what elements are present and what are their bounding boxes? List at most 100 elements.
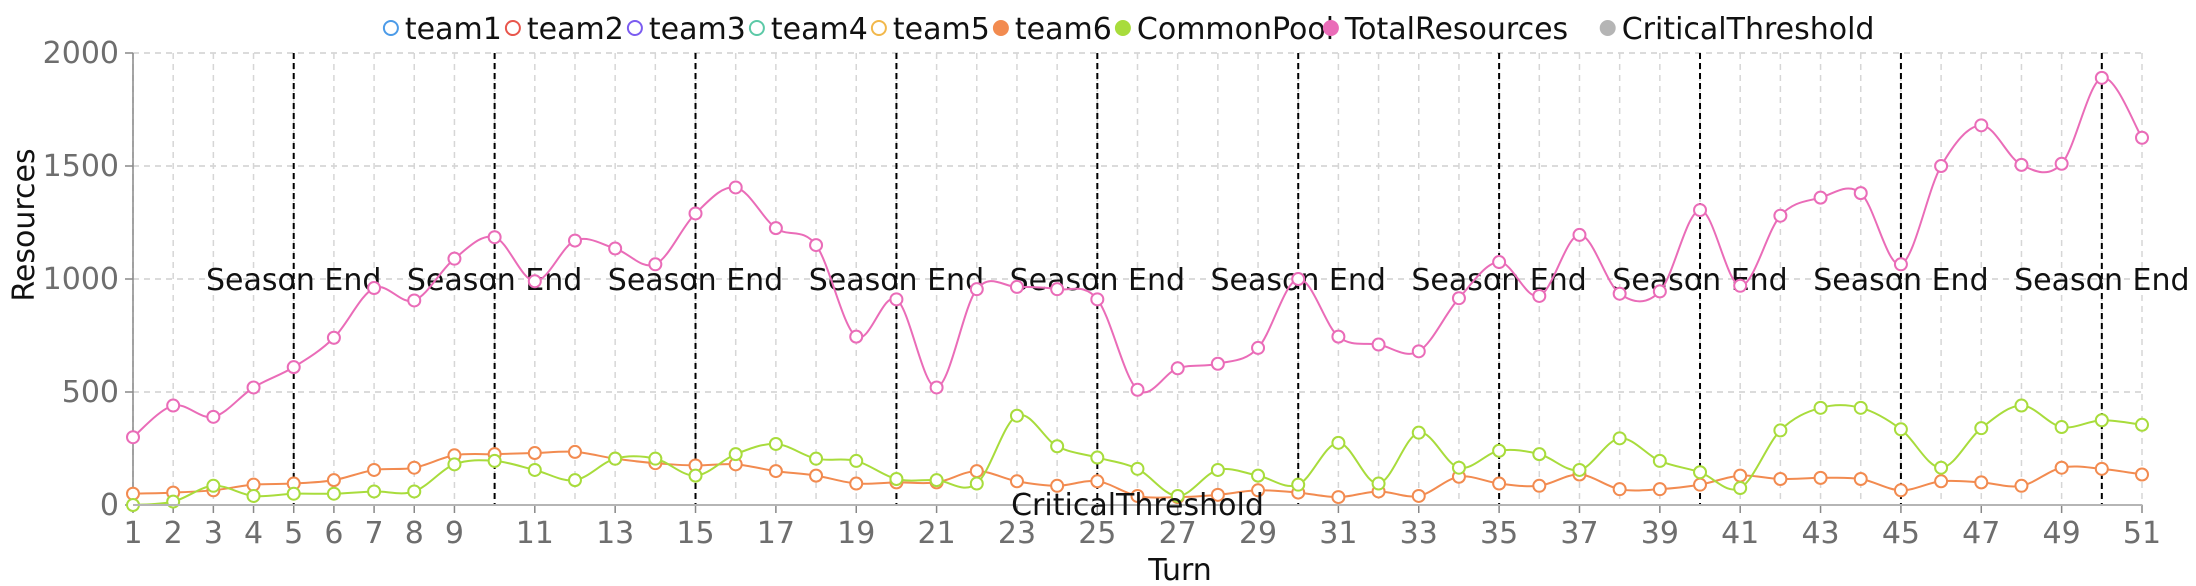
data-point	[2014, 478, 2029, 493]
data-point	[447, 251, 462, 266]
data-point	[1813, 470, 1828, 485]
data-point	[1733, 481, 1748, 496]
data-point	[2135, 417, 2149, 432]
data-point	[969, 476, 984, 491]
data-point	[1773, 208, 1788, 223]
season-end-label: Season End	[1612, 263, 1787, 298]
data-point	[1853, 186, 1868, 201]
data-point	[1170, 488, 1185, 503]
data-point	[1893, 422, 1908, 437]
data-point	[1733, 468, 1748, 483]
data-point	[1974, 475, 1989, 490]
data-point	[1291, 477, 1306, 492]
x-tick-label: 2	[164, 516, 183, 551]
series-CommonPool	[126, 398, 2149, 512]
season-end-label: Season End	[1010, 263, 1185, 298]
critical-threshold-label: CriticalThreshold	[1011, 488, 1264, 523]
data-point	[1853, 400, 1868, 415]
series	[126, 70, 2149, 512]
data-point	[1050, 282, 1065, 297]
data-point	[728, 180, 743, 195]
legend-item-CommonPool[interactable]: CommonPool	[1114, 12, 1334, 47]
data-point	[1251, 468, 1266, 483]
x-tick-label: 7	[365, 516, 384, 551]
data-point	[608, 451, 623, 466]
y-tick-label: 1500	[43, 149, 119, 184]
legend-item-team5[interactable]: team5	[870, 12, 990, 47]
legend-item-team3[interactable]: team3	[626, 12, 746, 47]
legend-marker	[870, 20, 887, 36]
data-point	[1251, 483, 1266, 498]
y-tick-label: 2000	[43, 36, 119, 71]
legend-marker	[626, 20, 643, 36]
y-tick-label: 1000	[43, 262, 119, 297]
x-tick-label: 47	[1962, 516, 2000, 551]
data-point	[286, 486, 301, 501]
legend-item-team6[interactable]: team6	[992, 12, 1112, 47]
data-point	[1934, 474, 1949, 489]
x-tick-label: 19	[837, 516, 875, 551]
data-point	[1130, 488, 1145, 503]
data-point	[1090, 450, 1105, 465]
data-point	[2014, 157, 2029, 172]
data-point	[326, 486, 341, 501]
data-point	[1572, 462, 1587, 477]
data-point	[1451, 460, 1466, 475]
data-point	[1492, 476, 1507, 491]
x-tick-label: 5	[284, 516, 303, 551]
legend-item-team1[interactable]: team1	[382, 12, 502, 47]
legend-marker	[748, 20, 765, 36]
legend-item-CriticalThreshold[interactable]: CriticalThreshold	[1599, 12, 1875, 47]
data-point	[166, 398, 181, 413]
season-end-label: Season End	[206, 263, 381, 298]
x-tick-label: 49	[2043, 516, 2081, 551]
data-point	[1652, 284, 1667, 299]
legend-marker	[1599, 20, 1616, 36]
data-point	[1532, 288, 1547, 303]
x-tick-label: 15	[676, 516, 714, 551]
data-point	[809, 451, 824, 466]
data-point	[1210, 462, 1225, 477]
data-point	[1411, 425, 1426, 440]
data-point	[367, 462, 382, 477]
data-point	[246, 488, 261, 503]
y-tick-label: 0	[100, 488, 119, 523]
data-point	[2135, 130, 2149, 145]
data-point	[2054, 156, 2069, 171]
legend-marker	[992, 20, 1009, 36]
legend[interactable]: team1 team2 team3 team4 team5 team6 CommonPool…	[382, 12, 1875, 47]
x-tick-label: 23	[998, 516, 1036, 551]
x-tick-label: 29	[1239, 516, 1277, 551]
data-point	[246, 477, 261, 492]
legend-item-team2[interactable]: team2	[504, 12, 624, 47]
data-point	[929, 380, 944, 395]
data-point	[206, 409, 221, 424]
legend-item-TotalResources[interactable]: TotalResources	[1322, 12, 1568, 47]
data-point	[1210, 487, 1225, 502]
data-point	[1652, 453, 1667, 468]
data-point	[126, 430, 140, 445]
x-tick-label: 43	[1801, 516, 1839, 551]
data-point	[648, 257, 663, 272]
data-point	[286, 360, 301, 375]
data-point	[688, 468, 703, 483]
data-point	[1813, 400, 1828, 415]
x-tick-label: 3	[204, 516, 223, 551]
data-point	[126, 486, 140, 501]
data-point	[2135, 467, 2149, 482]
data-point	[1893, 257, 1908, 272]
data-point	[2054, 420, 2069, 435]
data-point	[1773, 472, 1788, 487]
data-point	[1331, 329, 1346, 344]
data-point	[367, 484, 382, 499]
data-point	[447, 457, 462, 472]
legend-item-team4[interactable]: team4	[748, 12, 868, 47]
data-point	[768, 221, 783, 236]
data-point	[1532, 447, 1547, 462]
data-point	[1532, 478, 1547, 493]
data-point	[527, 446, 542, 461]
data-point	[1170, 361, 1185, 376]
